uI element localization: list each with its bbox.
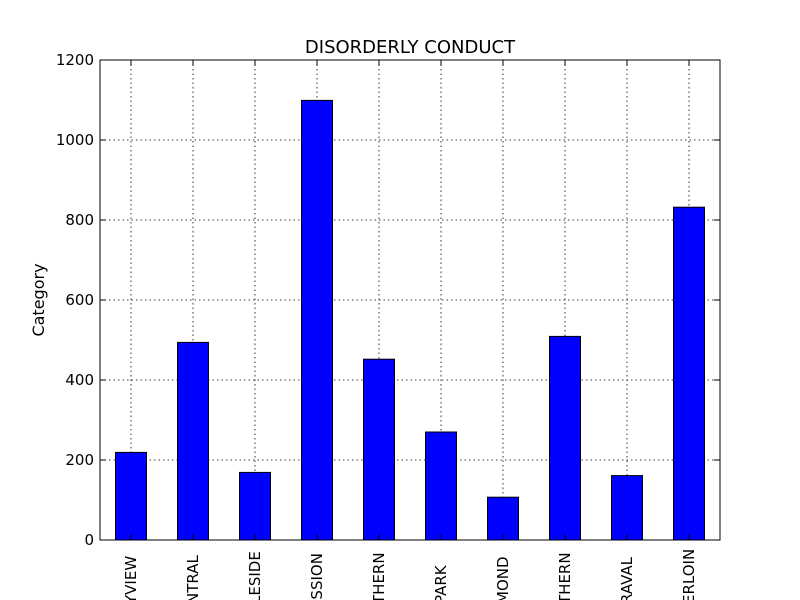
- x-tick-label: LESIDE: [246, 551, 264, 600]
- y-tick-label: 400: [65, 371, 94, 389]
- y-tick-label: 200: [65, 451, 94, 469]
- y-tick-label: 0: [84, 531, 94, 549]
- bar: [425, 431, 457, 541]
- bar: [487, 496, 519, 541]
- bars: [115, 99, 705, 541]
- y-tick-label: 800: [65, 211, 94, 229]
- bar: [177, 341, 209, 541]
- bar: [673, 206, 705, 541]
- bar: [301, 99, 333, 541]
- y-axis-label: Category: [29, 263, 48, 336]
- x-tick-label: ISSION: [308, 553, 326, 600]
- y-tick-label: 1200: [56, 51, 94, 69]
- bar: [611, 475, 643, 541]
- x-tick-label: MOND: [494, 556, 512, 600]
- x-tick-label: YVIEW: [122, 556, 140, 600]
- bar: [363, 358, 395, 541]
- axis-ticks: 0 200 400 600 800 1000 1200 YVIEW NTRAL LESIDE ISS…: [56, 51, 720, 600]
- bar: [239, 471, 271, 541]
- x-tick-label: THERN: [556, 552, 574, 600]
- x-tick-label: NTRAL: [184, 555, 202, 600]
- bar: [115, 451, 147, 541]
- x-tick-label: ERLOIN: [680, 549, 698, 600]
- y-tick-label: 1000: [56, 131, 94, 149]
- y-tick-label: 600: [65, 291, 94, 309]
- x-tick-label: PARK: [432, 564, 450, 600]
- x-tick-label: RAVAL: [618, 556, 636, 600]
- chart-title: DISORDERLY CONDUCT: [305, 37, 516, 58]
- bar: [549, 335, 581, 541]
- x-tick-label: THERN: [370, 552, 388, 600]
